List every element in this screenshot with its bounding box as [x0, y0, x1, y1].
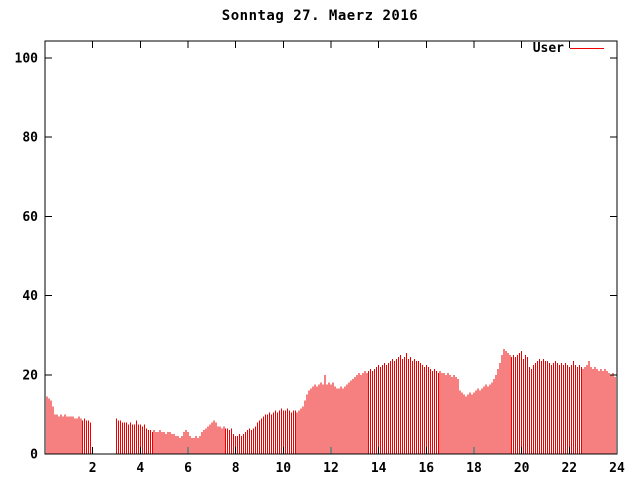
svg-text:6: 6: [184, 461, 192, 476]
chart-title: Sonntag 27. Maerz 2016: [221, 8, 419, 24]
svg-text:100: 100: [15, 52, 39, 67]
svg-text:20: 20: [514, 461, 530, 476]
svg-text:10: 10: [275, 461, 291, 476]
svg-text:4: 4: [136, 461, 144, 476]
svg-text:16: 16: [418, 461, 434, 476]
svg-text:18: 18: [466, 461, 482, 476]
legend: User: [532, 40, 604, 56]
legend-line-sample: [570, 47, 604, 49]
svg-text:2: 2: [89, 461, 97, 476]
svg-text:12: 12: [323, 461, 339, 476]
svg-text:14: 14: [371, 461, 387, 476]
svg-text:20: 20: [22, 368, 38, 383]
svg-text:24: 24: [609, 461, 625, 476]
svg-text:8: 8: [232, 461, 240, 476]
svg-text:0: 0: [30, 448, 38, 463]
svg-text:80: 80: [22, 131, 38, 146]
svg-text:40: 40: [22, 289, 38, 304]
legend-label: User: [532, 40, 564, 56]
svg-text:60: 60: [22, 210, 38, 225]
svg-text:22: 22: [561, 461, 577, 476]
